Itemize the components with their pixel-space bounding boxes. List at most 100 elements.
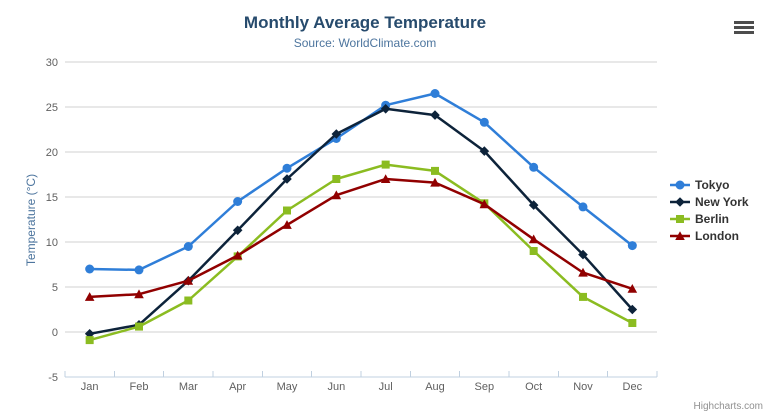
legend-item-label: New York <box>695 194 749 209</box>
x-tick-label: Dec <box>623 381 643 393</box>
data-point-marker[interactable] <box>331 129 342 139</box>
y-tick-label: 10 <box>46 237 58 249</box>
legend: Tokyo New York Berlin London <box>670 176 749 244</box>
square-legend-icon <box>670 214 690 223</box>
data-point-marker[interactable] <box>578 249 588 260</box>
data-point-marker[interactable] <box>479 117 489 127</box>
legend-item-label: Berlin <box>695 211 730 226</box>
triangle-legend-icon <box>670 230 690 240</box>
x-tick-label: Mar <box>179 381 198 393</box>
series-new-york <box>84 104 638 339</box>
series-london <box>84 174 638 301</box>
data-point-marker[interactable] <box>135 322 143 331</box>
data-point-marker[interactable] <box>675 196 685 207</box>
data-point-marker[interactable] <box>380 174 391 183</box>
legend-item-label: London <box>695 228 739 243</box>
data-point-marker[interactable] <box>232 250 243 260</box>
legend-item-london[interactable]: London <box>670 227 749 244</box>
data-point-marker[interactable] <box>85 264 95 274</box>
data-point-marker[interactable] <box>627 241 637 251</box>
chart-subtitle: Source: WorldClimate.com <box>293 36 437 50</box>
x-tick-label: May <box>277 381 298 393</box>
data-point-marker[interactable] <box>578 267 588 277</box>
data-point-marker[interactable] <box>627 284 638 293</box>
data-point-marker[interactable] <box>282 163 292 173</box>
data-point-marker[interactable] <box>430 177 440 187</box>
data-point-marker[interactable] <box>134 289 144 299</box>
y-tick-label: 15 <box>46 192 58 204</box>
data-point-marker[interactable] <box>529 247 538 255</box>
legend-item-berlin[interactable]: Berlin <box>670 210 749 227</box>
data-point-marker[interactable] <box>528 234 539 244</box>
credits-link[interactable]: Highcharts.com <box>693 401 763 412</box>
data-point-marker[interactable] <box>381 160 390 169</box>
x-tick-label: Jul <box>379 381 393 393</box>
x-tick-label: Aug <box>425 381 445 393</box>
hamburger-icon <box>734 21 754 24</box>
data-point-marker[interactable] <box>331 190 342 200</box>
series-line-berlin <box>88 163 634 342</box>
data-point-marker[interactable] <box>578 202 588 212</box>
data-point-marker[interactable] <box>627 304 638 315</box>
x-tick-label: Apr <box>229 381 246 393</box>
y-gridlines <box>65 61 657 378</box>
data-point-marker[interactable] <box>528 200 539 210</box>
x-tick-label: Sep <box>475 381 495 393</box>
legend-item-tokyo[interactable]: Tokyo <box>670 176 749 193</box>
hamburger-icon <box>734 26 754 29</box>
series-line-tokyo <box>88 92 634 272</box>
diamond-legend-icon <box>670 196 690 207</box>
y-tick-label: -5 <box>48 372 58 384</box>
chart-title: Monthly Average Temperature <box>243 13 487 32</box>
data-point-marker[interactable] <box>183 275 194 285</box>
legend-item-label: Tokyo <box>695 177 730 192</box>
data-point-marker[interactable] <box>430 89 440 98</box>
data-point-marker[interactable] <box>283 206 291 215</box>
series-line-london <box>88 177 634 299</box>
export-menu-button[interactable] <box>734 21 754 35</box>
x-tick-label: Jan <box>81 381 99 393</box>
series-tokyo <box>85 89 637 275</box>
x-axis <box>64 371 658 378</box>
data-point-marker[interactable] <box>431 166 439 175</box>
y-tick-label: 30 <box>46 57 58 69</box>
hamburger-icon <box>734 31 754 34</box>
legend-item-new-york[interactable]: New York <box>670 193 749 210</box>
data-point-marker[interactable] <box>184 296 193 305</box>
data-point-marker[interactable] <box>85 336 94 345</box>
data-point-marker[interactable] <box>676 214 684 223</box>
data-point-marker[interactable] <box>675 180 685 189</box>
data-point-marker[interactable] <box>529 162 539 172</box>
series-berlin <box>85 160 637 345</box>
data-point-marker[interactable] <box>282 220 292 229</box>
y-tick-label: 0 <box>52 327 58 339</box>
data-point-marker[interactable] <box>183 242 193 251</box>
data-point-marker[interactable] <box>84 329 95 339</box>
y-tick-label: 25 <box>46 102 58 114</box>
data-point-marker[interactable] <box>430 110 440 120</box>
data-point-marker[interactable] <box>628 319 637 327</box>
data-point-marker[interactable] <box>675 230 685 240</box>
x-tick-label: Feb <box>130 381 149 393</box>
y-axis-title: Temperature (°C) <box>24 173 38 267</box>
data-point-marker[interactable] <box>84 292 95 301</box>
data-point-marker[interactable] <box>282 174 292 184</box>
data-point-marker[interactable] <box>579 292 587 301</box>
data-point-marker[interactable] <box>479 146 490 156</box>
data-point-marker[interactable] <box>134 265 144 275</box>
data-point-marker[interactable] <box>332 175 341 183</box>
x-axis-labels: Jan Feb Mar Apr May Jun Jul Aug Sep Oct Nov Dec <box>81 381 643 393</box>
x-tick-label: Oct <box>525 381 542 393</box>
y-axis-labels: -5 0 5 10 15 20 25 30 <box>46 57 58 384</box>
series-line-new-york <box>88 107 634 336</box>
data-point-marker[interactable] <box>380 104 391 114</box>
data-point-marker[interactable] <box>479 199 490 209</box>
circle-legend-icon <box>670 180 690 189</box>
data-point-marker[interactable] <box>233 197 243 206</box>
data-point-marker[interactable] <box>232 225 243 236</box>
x-tick-label: Nov <box>573 381 593 393</box>
y-tick-label: 5 <box>52 282 58 294</box>
y-tick-label: 20 <box>46 147 58 159</box>
